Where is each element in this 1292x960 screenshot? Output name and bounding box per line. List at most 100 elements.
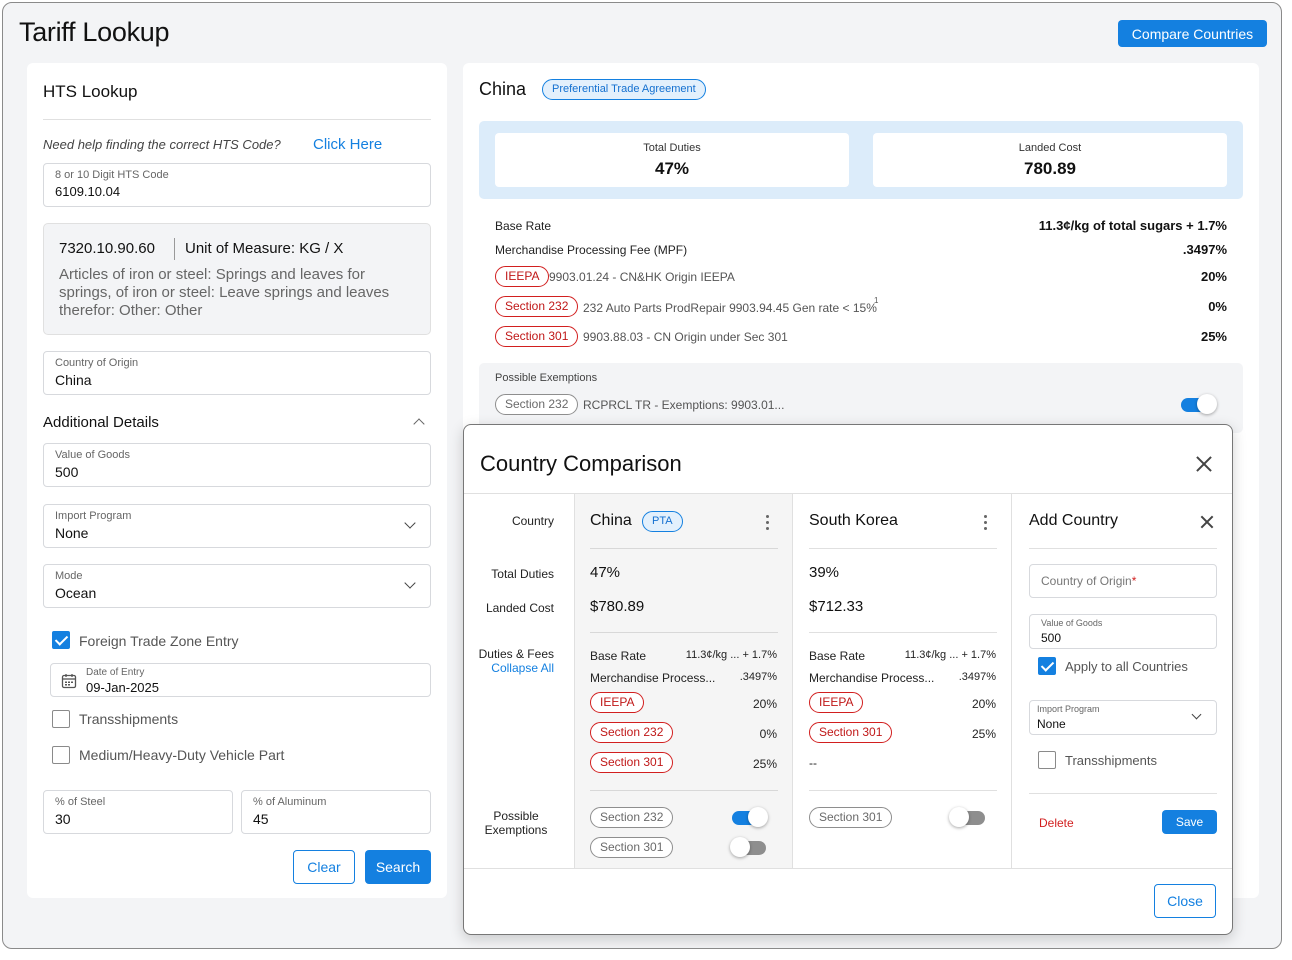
row-label-exemptions-1: Possible [493, 809, 539, 823]
value-value: 500 [55, 464, 79, 480]
steel-percent-input[interactable]: % of Steel 30 [43, 790, 233, 834]
add-country-column: Add Country Country of Origin* Value of … [1012, 494, 1232, 868]
country-comparison-modal: Country Comparison Country Total Duties … [463, 424, 1233, 935]
exemptions-label: Possible Exemptions [495, 372, 598, 384]
base-rate-label: Base Rate [495, 219, 552, 233]
mhd-vehicle-checkbox[interactable] [52, 746, 70, 764]
date-value: 09-Jan-2025 [86, 680, 159, 695]
landed-cost-label: Landed Cost [1018, 142, 1082, 154]
clear-button[interactable]: Clear [293, 850, 355, 884]
aluminum-label: % of Aluminum [253, 796, 327, 808]
korea-base-rate-label: Base Rate [809, 649, 866, 663]
page-title: Tariff Lookup [19, 17, 170, 47]
section-301-value: 25% [1200, 329, 1227, 344]
calendar-icon [61, 674, 77, 689]
row-label-exemptions-2: Exemptions [484, 823, 548, 837]
mpf-value: .3497% [1182, 242, 1227, 257]
value-label: Value of Goods [55, 449, 131, 461]
steel-value: 30 [55, 811, 71, 827]
ieepa-desc: 9903.01.24 - CN&HK Origin IEEPA [549, 270, 735, 284]
origin-placeholder: Country of Origin* [1041, 574, 1137, 588]
compare-countries-button[interactable]: Compare Countries [1118, 20, 1267, 47]
pta-badge: Preferential Trade Agreement [542, 79, 706, 100]
landed-cost-card: Landed Cost 780.89 [873, 133, 1227, 187]
hts-lookup-panel: HTS Lookup Need help finding the correct… [27, 63, 447, 898]
china-exemption-232-toggle[interactable] [732, 807, 768, 827]
save-button[interactable]: Save [1162, 810, 1217, 834]
korea-mpf-value: .3497% [958, 671, 996, 683]
exemption-tag: Section 232 [495, 394, 579, 415]
close-button[interactable]: Close [1154, 884, 1216, 918]
close-icon[interactable] [1196, 454, 1212, 474]
apply-all-label: Apply to all Countries [1065, 659, 1188, 674]
search-button[interactable]: Search [365, 850, 431, 884]
footnote-marker: 1 [874, 296, 879, 305]
china-base-rate-value: 11.3¢/kg ... + 1.7% [685, 649, 777, 661]
date-of-entry-input[interactable]: Date of Entry 09-Jan-2025 [50, 663, 431, 697]
import-program-select[interactable]: Import Program None [43, 504, 431, 548]
exemption-toggle[interactable] [1181, 394, 1217, 414]
transshipments-checkbox[interactable] [52, 710, 70, 728]
korea-exemption-301-toggle[interactable] [949, 807, 985, 827]
south-korea-column: South Korea 39% $712.33 Base Rate 11.3¢/… [793, 494, 1012, 868]
add-country-program-select[interactable]: Import Program None [1029, 700, 1217, 735]
hts-lookup-title: HTS Lookup [43, 82, 138, 101]
collapse-chevron-icon[interactable] [413, 418, 425, 430]
app-window: Tariff Lookup Compare Countries HTS Look… [2, 2, 1282, 949]
add-country-value-input[interactable]: Value of Goods 500 [1029, 614, 1217, 649]
landed-cost-value: 780.89 [1024, 159, 1076, 178]
china-section-301-tag: Section 301 [590, 752, 674, 773]
divider [809, 632, 997, 633]
mode-value: Ocean [55, 585, 97, 601]
hts-result-unit: Unit of Measure: KG / X [185, 240, 344, 257]
section-232-value: 0% [1208, 299, 1227, 314]
add-country-origin-input[interactable]: Country of Origin* [1029, 564, 1217, 598]
row-label-duties-fees: Duties & Fees [478, 647, 554, 661]
toggle-knob [1197, 394, 1217, 414]
row-label-total-duties: Total Duties [491, 567, 554, 581]
hts-code-input[interactable]: 8 or 10 Digit HTS Code 6109.10.04 [43, 163, 431, 207]
help-link[interactable]: Click Here [313, 136, 383, 153]
add-transshipments-checkbox[interactable] [1038, 751, 1056, 769]
total-duties-label: Total Duties [643, 142, 701, 154]
collapse-all-link[interactable]: Collapse All [491, 661, 554, 675]
row-labels-column: Country Total Duties Landed Cost Duties … [464, 494, 574, 868]
more-icon[interactable] [766, 515, 770, 533]
china-pta-badge: PTA [642, 511, 683, 532]
chevron-down-icon [404, 577, 416, 589]
ftz-checkbox[interactable] [52, 631, 70, 649]
china-section-232-value: 0% [759, 727, 777, 741]
china-exemption-232-tag: Section 232 [590, 807, 674, 828]
transshipments-label: Transshipments [79, 711, 179, 727]
china-base-rate-label: Base Rate [590, 649, 647, 663]
apply-all-checkbox[interactable] [1038, 657, 1056, 675]
value-label: Value of Goods [1041, 618, 1103, 628]
section-301-tag: Section 301 [495, 326, 579, 347]
china-section-301-value: 25% [752, 757, 777, 771]
ieepa-tag: IEEPA [495, 266, 550, 287]
divider [1029, 548, 1217, 549]
value-of-goods-input[interactable]: Value of Goods 500 [43, 443, 431, 487]
program-value: None [1037, 717, 1066, 731]
toggle-knob [730, 837, 750, 857]
section-232-tag: Section 232 [495, 296, 579, 317]
close-icon[interactable] [1200, 514, 1214, 530]
divider [809, 790, 997, 791]
china-exemption-301-toggle[interactable] [730, 837, 766, 857]
ieepa-value: 20% [1200, 269, 1227, 284]
possible-exemptions-box: Possible Exemptions Section 232 RCPRCL T… [479, 363, 1243, 433]
china-total-duties: 47% [590, 564, 621, 581]
korea-total-duties: 39% [809, 564, 840, 581]
toggle-knob [949, 807, 969, 827]
divider [590, 790, 778, 791]
china-mpf-value: .3497% [739, 671, 777, 683]
country-of-origin-input[interactable]: Country of Origin China [43, 351, 431, 395]
delete-link[interactable]: Delete [1039, 816, 1074, 830]
mode-select[interactable]: Mode Ocean [43, 564, 431, 608]
aluminum-percent-input[interactable]: % of Aluminum 45 [241, 790, 431, 834]
divider [1029, 793, 1217, 794]
value-value: 500 [1041, 631, 1062, 645]
china-name: China [590, 512, 632, 529]
more-icon[interactable] [984, 515, 988, 533]
summary-strip: Total Duties 47% Landed Cost 780.89 [479, 121, 1243, 199]
